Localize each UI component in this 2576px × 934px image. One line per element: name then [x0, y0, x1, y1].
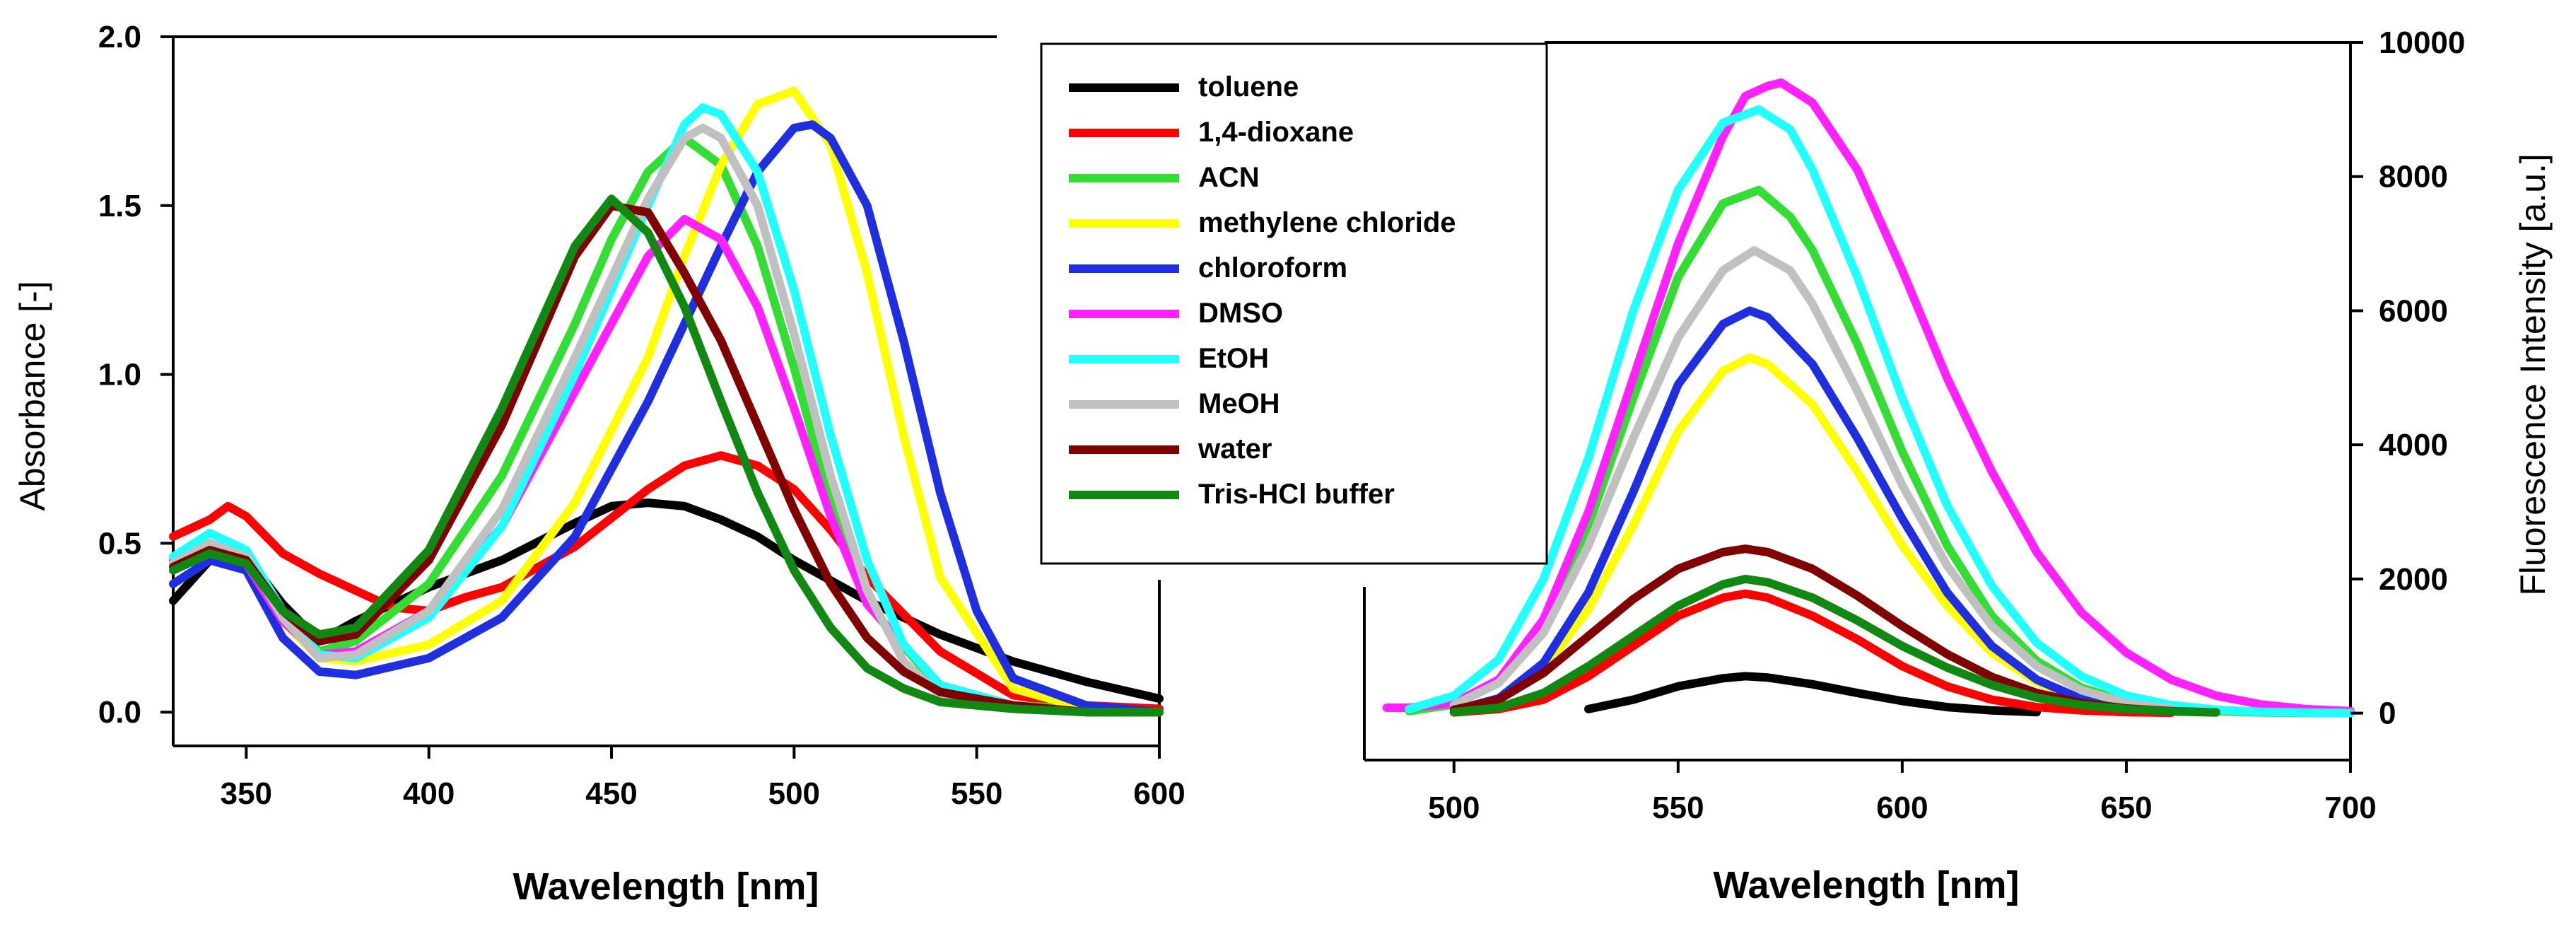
legend-label: water — [1198, 433, 1272, 465]
absorbance-y-axis-label: Absorbance [-] — [13, 281, 52, 510]
fluorescence-x-tick-label: 650 — [2100, 790, 2152, 825]
fluorescence-series-1-4-dioxane — [1449, 589, 2176, 718]
legend-label: chloroform — [1198, 252, 1347, 284]
fluorescence-series-methylene-chloride — [1449, 353, 2220, 717]
absorbance-x-tick-label: 600 — [1133, 776, 1185, 811]
fluorescence-y-tick-label: 8000 — [2379, 160, 2448, 194]
fluorescence-series-chloroform — [1449, 306, 2131, 715]
fluorescence-x-tick-label: 700 — [2324, 790, 2376, 825]
fluorescence-y-tick-label: 2000 — [2379, 562, 2448, 597]
absorbance-x-tick-label: 450 — [585, 776, 637, 811]
fluorescence-series-etoh — [1405, 105, 2355, 718]
fluorescence-chart: 500 550 600 650 700 0 2000 4000 6000 8000 10000 W… — [1363, 25, 2553, 906]
fluorescence-series-toluene — [1584, 672, 2042, 717]
fluorescence-y-tick-label: 10000 — [2379, 25, 2465, 60]
legend-label: methylene chloride — [1198, 207, 1456, 238]
legend-label: MeOH — [1198, 388, 1280, 419]
absorbance-chart: 350 400 450 500 550 600 0.0 0.5 1.0 1.5 2.0 Wavel… — [13, 20, 1185, 908]
fluorescence-series-meoh — [1449, 246, 2176, 713]
fluorescence-x-tick-label: 550 — [1652, 790, 1704, 825]
absorbance-series-meoh — [169, 124, 1164, 717]
absorbance-x-tick-label: 400 — [403, 776, 455, 811]
absorbance-series-tris-hcl-buffer — [169, 194, 1164, 717]
absorbance-y-tick-label: 2.0 — [98, 20, 141, 54]
absorbance-y-tick-label: 0.5 — [98, 526, 141, 561]
absorbance-y-tick-label: 0.0 — [98, 695, 141, 730]
fluorescence-y-tick-label: 0 — [2379, 696, 2396, 731]
absorbance-x-tick-label: 350 — [221, 776, 272, 811]
fluorescence-x-tick-label: 500 — [1428, 790, 1480, 825]
legend: toluene 1,4-dioxane ACN methylene chloride c… — [1040, 42, 1548, 565]
absorbance-series-chloroform — [169, 120, 1164, 717]
fluorescence-series-tris-hcl-buffer — [1449, 574, 2220, 717]
absorbance-y-tick-label: 1.0 — [98, 358, 141, 392]
legend-label: 1,4-dioxane — [1198, 117, 1354, 148]
fluorescence-y-tick-label: 6000 — [2379, 293, 2448, 328]
absorbance-y-tick-label: 1.5 — [98, 189, 141, 223]
fluorescence-series-dmso — [1382, 78, 2355, 716]
absorbance-series-methylene-chloride — [169, 86, 1164, 717]
absorbance-x-tick-label: 550 — [951, 776, 1002, 811]
fluorescence-x-axis-label: Wavelength [nm] — [1713, 864, 2019, 906]
absorbance-series-etoh — [169, 103, 1164, 717]
absorbance-series-acn — [169, 134, 1164, 717]
absorbance-x-axis-label: Wavelength [nm] — [513, 865, 819, 908]
fluorescence-x-tick-label: 600 — [1876, 790, 1928, 825]
fluorescence-y-axis-label: Fluorescence Intensity [a.u.] — [2513, 153, 2553, 595]
legend-label: Tris-HCl buffer — [1198, 479, 1395, 510]
fluorescence-y-tick-label: 4000 — [2379, 428, 2448, 462]
absorbance-series-1-4-dioxane — [169, 451, 1164, 713]
legend-label: DMSO — [1198, 298, 1283, 329]
legend-label: toluene — [1198, 71, 1299, 103]
legend-label: EtOH — [1198, 343, 1269, 374]
legend-label: ACN — [1198, 162, 1260, 193]
absorbance-x-tick-label: 500 — [768, 776, 820, 811]
